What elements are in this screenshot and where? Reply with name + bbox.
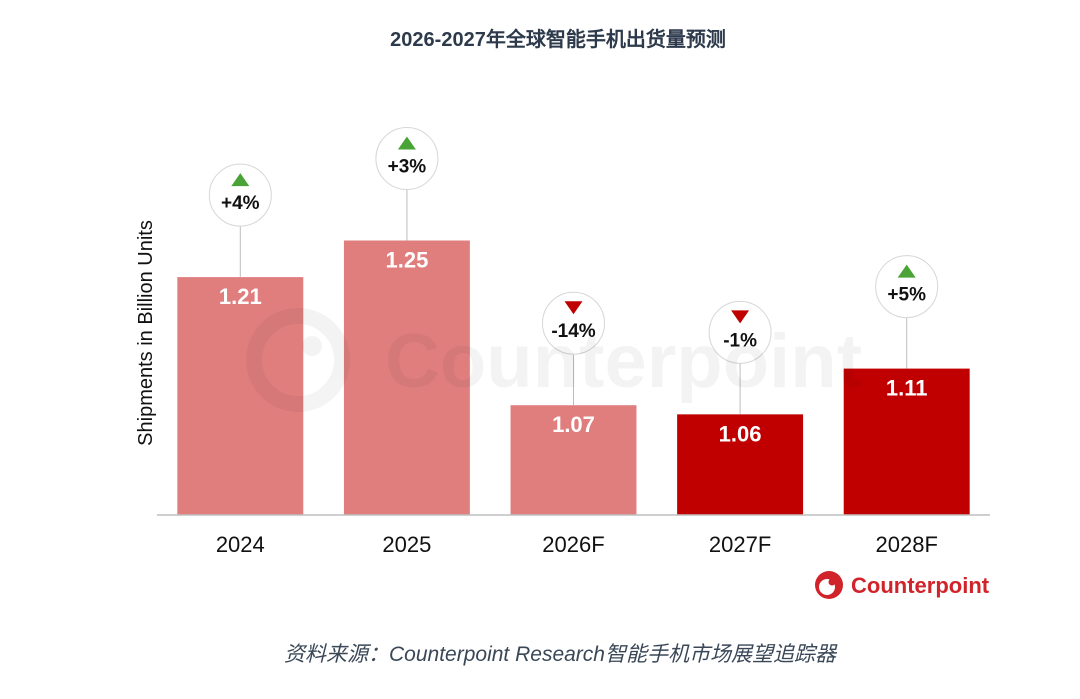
value-label-2026F: 1.07 (552, 412, 595, 437)
value-label-2025: 1.25 (385, 248, 428, 273)
bar-2026F (510, 405, 637, 515)
change-bubble-2026F (542, 291, 605, 355)
logo-text: Counterpoint (851, 573, 990, 598)
source-note: 资料来源：Counterpoint Research智能手机市场展望追踪器 (284, 643, 836, 666)
x-tick-label-2024: 2024 (216, 532, 265, 557)
chart-marks: 1.21 2024 +4% 1.25 2025 +3% 1.07 2026F -14% 1.06 2… (177, 127, 970, 557)
logo-dot-icon (828, 578, 836, 586)
x-tick-label-2028F: 2028F (876, 532, 938, 557)
brand-logo: Counterpoint (815, 571, 990, 599)
down-arrow-icon (731, 310, 750, 324)
bar-2028F (843, 368, 970, 515)
counterpoint-logo-icon (815, 571, 843, 599)
watermark-logo-dot-icon (302, 336, 322, 356)
bar-2024 (177, 277, 304, 515)
x-tick-label-2027F: 2027F (709, 532, 771, 557)
change-bubble-2025 (375, 127, 439, 190)
up-arrow-icon (231, 173, 250, 187)
bar-2025 (343, 240, 470, 515)
x-tick-label-2025: 2025 (382, 532, 431, 557)
bar-group-2028F: 1.11 2028F +5% (843, 255, 970, 557)
bar-group-2026F: 1.07 2026F -14% (510, 291, 637, 557)
watermark: Counterpoint (246, 308, 862, 412)
up-arrow-icon (897, 264, 916, 278)
up-arrow-icon (397, 136, 416, 150)
change-label-2028F: +5% (887, 285, 926, 306)
watermark-logo-icon (246, 308, 350, 412)
change-label-2024: +4% (221, 193, 260, 214)
value-label-2024: 1.21 (219, 284, 262, 309)
x-tick-label-2026F: 2026F (542, 532, 604, 557)
down-arrow-icon (564, 301, 583, 315)
chart-title: 2026-2027年全球智能手机出货量预测 (390, 29, 726, 51)
change-bubble-2024 (208, 163, 272, 227)
bar-group-2025: 1.25 2025 +3% (343, 127, 470, 557)
watermark-text: Counterpoint (385, 319, 862, 404)
bar-2027F (677, 414, 804, 515)
change-bubble-2027F (708, 300, 772, 364)
bar-group-2027F: 1.06 2027F -1% (677, 300, 804, 557)
change-label-2027F: -1% (723, 330, 757, 351)
y-axis-label: Shipments in Billion Units (135, 220, 157, 446)
change-label-2025: +3% (388, 157, 427, 178)
value-label-2028F: 1.11 (886, 376, 928, 401)
value-label-2027F: 1.06 (719, 421, 762, 446)
bar-group-2024: 1.21 2024 +4% (177, 163, 304, 557)
change-label-2026F: -14% (551, 321, 595, 342)
change-bubble-2028F (875, 255, 939, 319)
